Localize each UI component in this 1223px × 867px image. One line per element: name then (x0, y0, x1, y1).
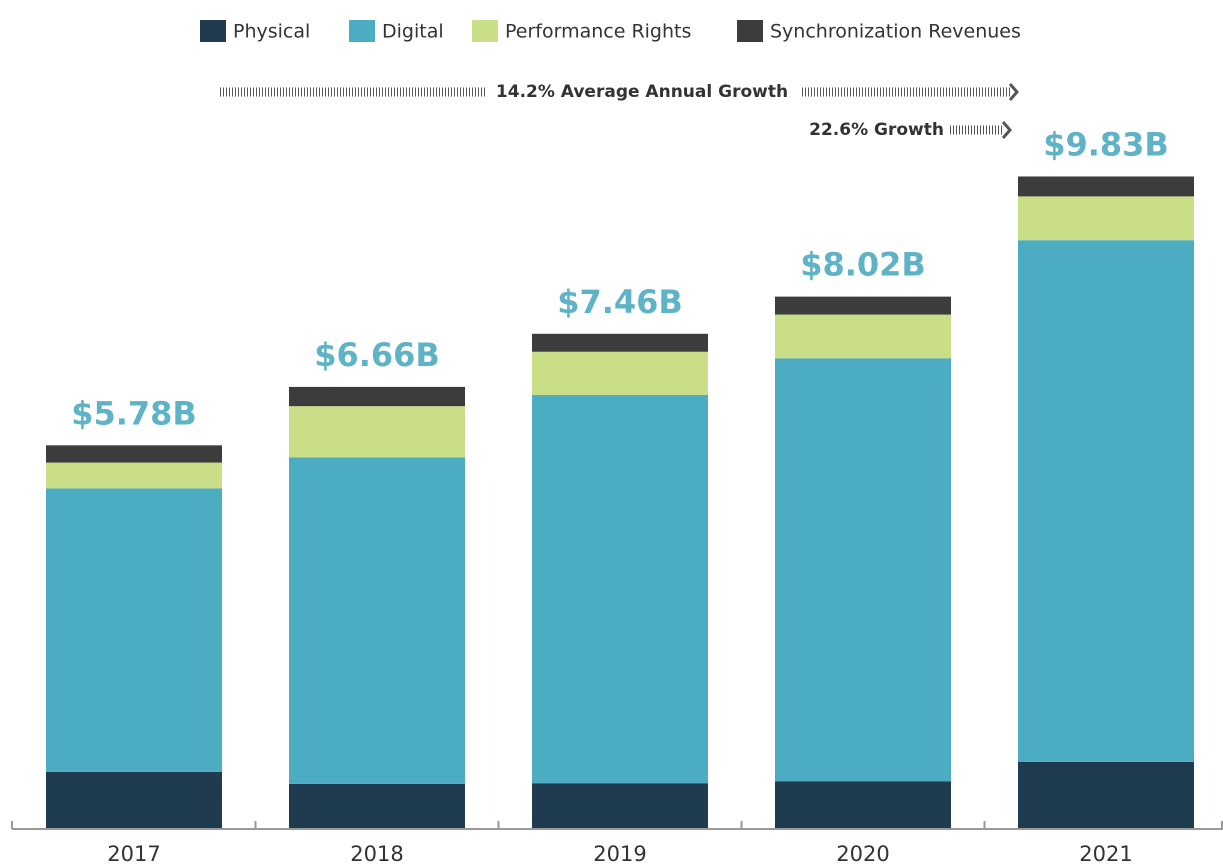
bar-segment (1018, 761, 1194, 829)
bar-segment (46, 488, 222, 772)
total-label: $6.66B (314, 336, 440, 374)
bar-segment (775, 781, 951, 829)
bar-segment (532, 351, 708, 395)
bar-segment (532, 333, 708, 352)
bar-segment (46, 771, 222, 829)
legend-label: Physical (233, 21, 310, 43)
bar-segment (289, 457, 465, 784)
bar-segment (46, 445, 222, 463)
bar-segment (775, 296, 951, 315)
legend-swatch (349, 20, 375, 42)
legend-label: Synchronization Revenues (770, 21, 1021, 43)
bar-segment (289, 783, 465, 829)
arrow-head (1001, 121, 1012, 139)
x-tick-label: 2019 (593, 842, 646, 866)
bar-segment (46, 462, 222, 489)
total-label: $7.46B (557, 283, 683, 321)
legend-swatch (200, 20, 226, 42)
x-tick-label: 2017 (107, 842, 160, 866)
annotation: 14.2% Average Annual Growth (496, 82, 788, 102)
bar-segment (289, 386, 465, 407)
bar-segment (775, 358, 951, 782)
bar-segment (289, 406, 465, 458)
total-label: $8.02B (800, 246, 926, 284)
legend-swatch (737, 20, 763, 42)
total-label: $5.78B (71, 394, 197, 432)
bar-segment (1018, 240, 1194, 762)
bar-segment (1018, 176, 1194, 197)
total-label: $9.83B (1043, 125, 1169, 163)
x-tick-label: 2021 (1079, 842, 1132, 866)
x-tick-label: 2018 (350, 842, 403, 866)
bar-segment (532, 394, 708, 784)
legend-swatch (472, 20, 498, 42)
bar-segment (1018, 196, 1194, 241)
legend-label: Performance Rights (505, 21, 691, 43)
x-tick-label: 2020 (836, 842, 889, 866)
bar-segment (532, 783, 708, 829)
bar-segment (775, 314, 951, 359)
annotation: 22.6% Growth (809, 120, 944, 140)
legend-label: Digital (382, 21, 444, 43)
arrow-head (1008, 83, 1019, 101)
